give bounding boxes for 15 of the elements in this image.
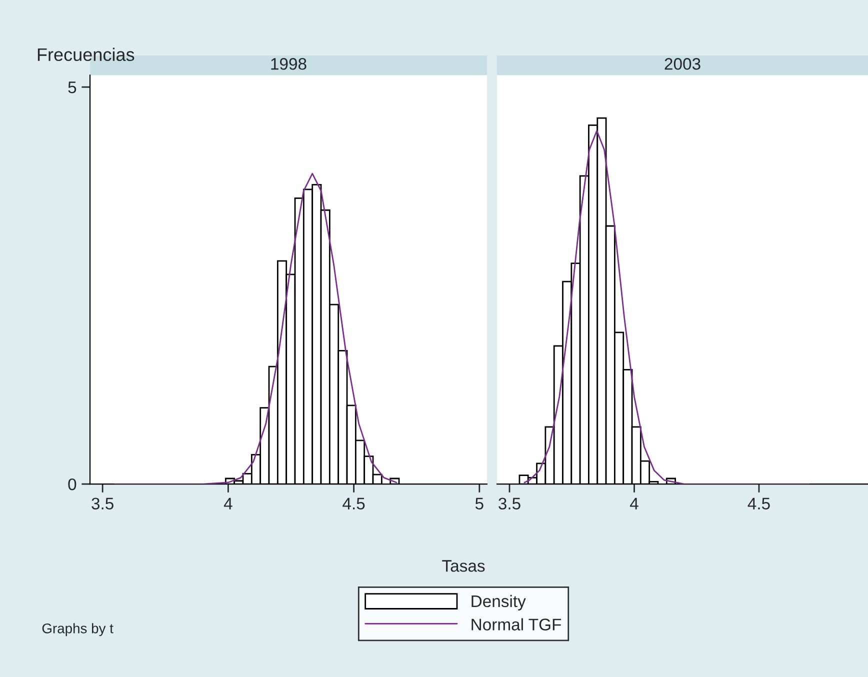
text: Density: [472, 594, 526, 610]
text: Graphs by t: [42, 623, 114, 636]
x-tick-label: 4.5: [748, 498, 770, 510]
chart-title: 2003: [664, 58, 700, 70]
x-tick-label: 5: [475, 498, 484, 510]
x-tick-label: 3.5: [498, 498, 520, 510]
x-tick-label: 4: [224, 498, 232, 510]
x-tick-label: 4: [630, 498, 638, 510]
y-tick-label: 0: [68, 478, 76, 490]
text: Normal TGF: [472, 618, 562, 630]
x-axis-title: Tasas: [442, 560, 485, 572]
chart-title: 1998: [271, 58, 306, 70]
y-axis-title: Frecuencias: [38, 48, 134, 62]
x-tick-label: 4.5: [342, 498, 365, 510]
x-tick-label: 3.5: [92, 498, 114, 510]
